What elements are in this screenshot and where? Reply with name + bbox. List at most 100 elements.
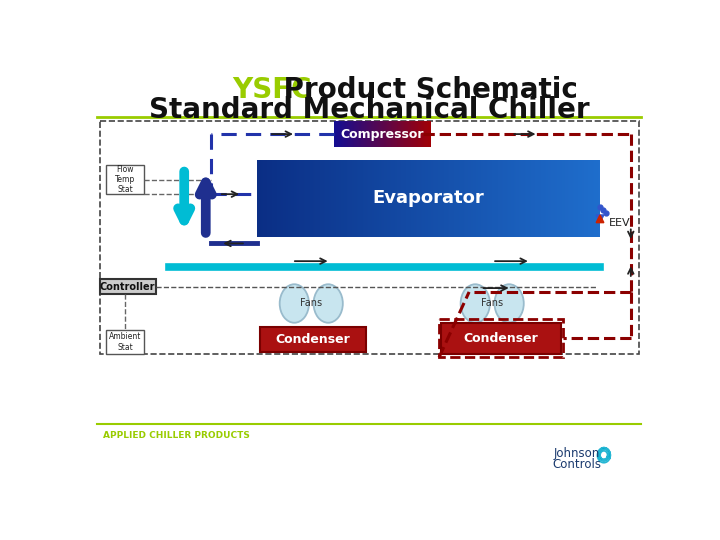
Bar bbox=[360, 159, 361, 237]
Bar bbox=[412, 121, 413, 147]
Bar bbox=[260, 159, 261, 237]
Bar bbox=[333, 159, 334, 237]
Bar bbox=[479, 159, 480, 237]
Bar bbox=[478, 159, 479, 237]
Bar bbox=[550, 159, 551, 237]
Bar bbox=[349, 159, 350, 237]
Bar bbox=[337, 121, 338, 147]
Bar bbox=[305, 159, 306, 237]
Polygon shape bbox=[596, 215, 604, 222]
Bar bbox=[356, 121, 357, 147]
Bar bbox=[400, 159, 401, 237]
Bar bbox=[518, 159, 519, 237]
Bar bbox=[416, 121, 417, 147]
Bar bbox=[411, 121, 412, 147]
Bar bbox=[505, 159, 506, 237]
Bar bbox=[379, 159, 381, 237]
Bar bbox=[503, 159, 504, 237]
Bar bbox=[293, 159, 294, 237]
Bar bbox=[495, 159, 496, 237]
Bar bbox=[454, 159, 455, 237]
Bar bbox=[316, 159, 317, 237]
Bar bbox=[522, 159, 523, 237]
Bar bbox=[506, 159, 507, 237]
Bar bbox=[282, 159, 283, 237]
Bar bbox=[292, 159, 293, 237]
Bar bbox=[566, 159, 567, 237]
Bar bbox=[598, 159, 599, 237]
Bar bbox=[554, 159, 555, 237]
Bar bbox=[401, 121, 402, 147]
Bar bbox=[365, 121, 366, 147]
Bar bbox=[342, 159, 343, 237]
Bar bbox=[439, 319, 563, 357]
Bar bbox=[329, 159, 330, 237]
Bar bbox=[414, 159, 415, 237]
Bar bbox=[444, 159, 445, 237]
Ellipse shape bbox=[279, 284, 309, 323]
Bar bbox=[352, 121, 353, 147]
Bar bbox=[430, 159, 431, 237]
Bar bbox=[449, 159, 450, 237]
Bar bbox=[364, 159, 365, 237]
Bar bbox=[319, 159, 320, 237]
Bar bbox=[428, 159, 429, 237]
Bar bbox=[350, 159, 351, 237]
Bar bbox=[590, 159, 592, 237]
Bar bbox=[490, 159, 492, 237]
Ellipse shape bbox=[314, 284, 343, 323]
Bar bbox=[364, 121, 365, 147]
Bar bbox=[538, 159, 539, 237]
Bar bbox=[585, 159, 586, 237]
Bar bbox=[419, 159, 420, 237]
Bar bbox=[288, 159, 289, 237]
Bar bbox=[327, 159, 328, 237]
Bar bbox=[409, 121, 410, 147]
Bar bbox=[456, 159, 457, 237]
Bar bbox=[299, 159, 300, 237]
Bar bbox=[561, 159, 562, 237]
Bar bbox=[404, 121, 405, 147]
Bar bbox=[565, 159, 566, 237]
Bar bbox=[430, 121, 431, 147]
Bar bbox=[509, 159, 510, 237]
Bar bbox=[314, 159, 315, 237]
Text: Ambient
Stat: Ambient Stat bbox=[109, 332, 141, 352]
Bar bbox=[403, 121, 404, 147]
Bar bbox=[398, 159, 399, 237]
Bar bbox=[335, 159, 336, 237]
Bar bbox=[375, 159, 376, 237]
Bar bbox=[567, 159, 568, 237]
Bar bbox=[448, 159, 449, 237]
Bar bbox=[589, 159, 590, 237]
Bar bbox=[404, 159, 405, 237]
Bar bbox=[466, 159, 467, 237]
Bar bbox=[283, 159, 284, 237]
Bar bbox=[572, 159, 573, 237]
Bar bbox=[370, 121, 371, 147]
Bar bbox=[584, 159, 585, 237]
Bar bbox=[559, 159, 560, 237]
Bar bbox=[376, 159, 377, 237]
Bar bbox=[453, 159, 454, 237]
Bar bbox=[533, 159, 534, 237]
Bar bbox=[379, 121, 381, 147]
Bar bbox=[303, 159, 304, 237]
Text: Condenser: Condenser bbox=[464, 332, 539, 345]
Bar bbox=[367, 159, 368, 237]
Bar bbox=[568, 159, 570, 237]
Bar bbox=[269, 159, 270, 237]
Bar bbox=[369, 121, 370, 147]
Bar bbox=[487, 159, 488, 237]
Bar bbox=[99, 279, 156, 294]
Bar bbox=[381, 159, 382, 237]
Bar bbox=[562, 159, 563, 237]
Bar bbox=[341, 121, 342, 147]
Bar bbox=[583, 159, 584, 237]
Bar bbox=[417, 159, 418, 237]
Bar bbox=[441, 159, 442, 237]
Bar bbox=[469, 159, 470, 237]
Bar bbox=[344, 159, 345, 237]
Bar bbox=[436, 159, 437, 237]
Bar bbox=[393, 159, 394, 237]
